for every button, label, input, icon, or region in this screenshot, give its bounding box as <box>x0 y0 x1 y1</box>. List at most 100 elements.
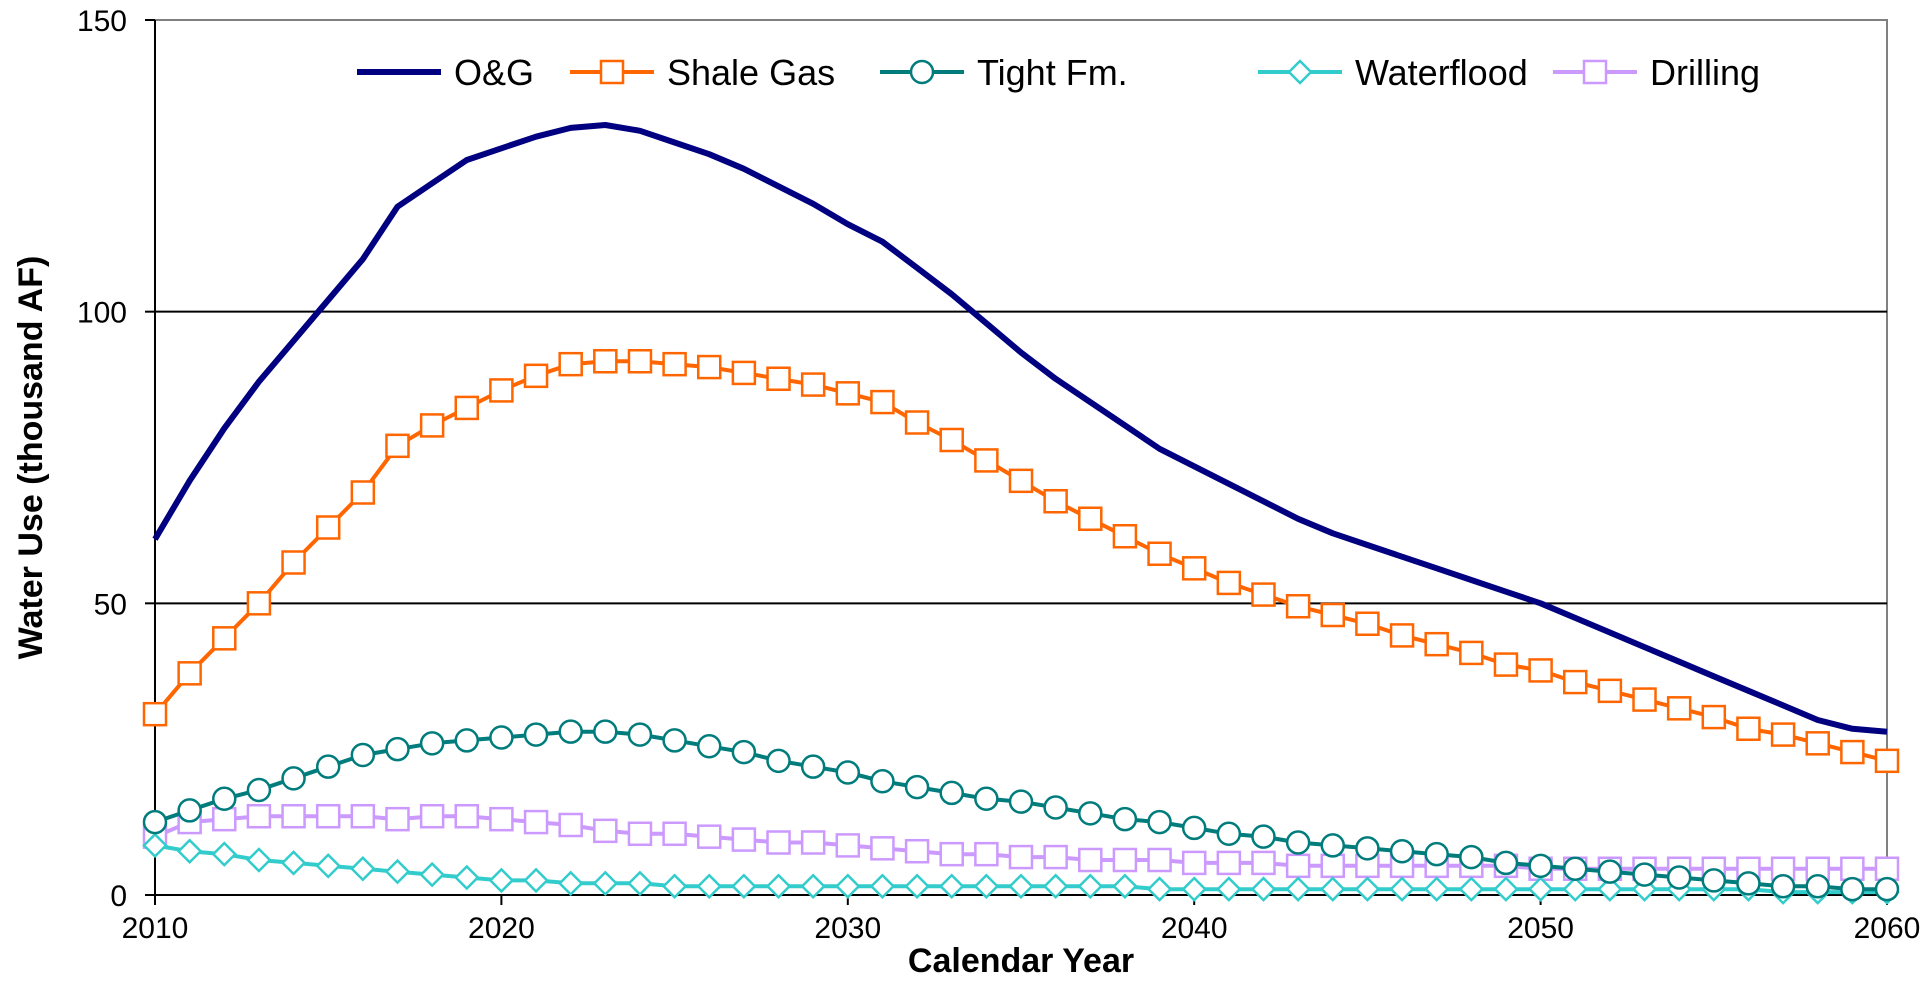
data-point-drilling-2042 <box>1252 852 1274 874</box>
data-point-waterflood-2021 <box>525 869 547 891</box>
data-point-shale-gas-2044 <box>1322 604 1344 626</box>
data-point-shale-gas-2030 <box>837 382 859 404</box>
data-point-tight-fm-2023 <box>594 721 616 743</box>
x-tick-label-2010: 2010 <box>122 912 189 945</box>
data-point-shale-gas-2039 <box>1149 543 1171 565</box>
data-point-shale-gas-2058 <box>1807 732 1829 754</box>
data-point-drilling-2040 <box>1183 852 1205 874</box>
data-point-shale-gas-2032 <box>906 412 928 434</box>
data-point-waterflood-2027 <box>733 875 755 897</box>
data-point-shale-gas-2043 <box>1287 595 1309 617</box>
data-point-shale-gas-2017 <box>386 435 408 457</box>
data-point-waterflood-2029 <box>802 875 824 897</box>
data-point-waterflood-2015 <box>317 855 339 877</box>
y-tick-label-150: 150 <box>77 5 127 38</box>
data-point-waterflood-2043 <box>1287 878 1309 900</box>
data-point-drilling-2015 <box>317 805 339 827</box>
data-point-drilling-2023 <box>594 820 616 842</box>
data-point-shale-gas-2035 <box>1010 470 1032 492</box>
legend-label-drilling: Drilling <box>1650 52 1760 93</box>
data-point-shale-gas-2010 <box>144 703 166 725</box>
data-point-shale-gas-2026 <box>698 356 720 378</box>
data-point-shale-gas-2034 <box>975 449 997 471</box>
data-point-tight-fm-2050 <box>1530 855 1552 877</box>
data-point-shale-gas-2022 <box>560 353 582 375</box>
data-point-shale-gas-2015 <box>317 517 339 539</box>
data-point-shale-gas-2024 <box>629 350 651 372</box>
data-point-tight-fm-2013 <box>248 779 270 801</box>
data-point-drilling-2032 <box>906 840 928 862</box>
data-point-waterflood-2037 <box>1079 875 1101 897</box>
x-tick-label-2050: 2050 <box>1507 912 1574 945</box>
data-point-tight-fm-2033 <box>941 782 963 804</box>
data-point-waterflood-2048 <box>1460 878 1482 900</box>
data-point-shale-gas-2021 <box>525 365 547 387</box>
series-o-g <box>155 125 1887 732</box>
data-point-tight-fm-2029 <box>802 756 824 778</box>
data-point-shale-gas-2014 <box>283 552 305 574</box>
data-point-drilling-2035 <box>1010 846 1032 868</box>
data-point-tight-fm-2028 <box>768 750 790 772</box>
data-point-shale-gas-2049 <box>1495 654 1517 676</box>
data-point-shale-gas-2027 <box>733 362 755 384</box>
data-point-shale-gas-2040 <box>1183 557 1205 579</box>
data-point-tight-fm-2015 <box>317 756 339 778</box>
data-point-waterflood-2034 <box>975 875 997 897</box>
data-point-tight-fm-2010 <box>144 811 166 833</box>
data-point-drilling-2028 <box>768 832 790 854</box>
data-point-tight-fm-2044 <box>1322 834 1344 856</box>
data-point-tight-fm-2053 <box>1634 864 1656 886</box>
data-point-shale-gas-2038 <box>1114 525 1136 547</box>
data-point-tight-fm-2054 <box>1668 867 1690 889</box>
data-point-drilling-2019 <box>456 805 478 827</box>
data-point-tight-fm-2011 <box>179 799 201 821</box>
data-point-tight-fm-2017 <box>386 738 408 760</box>
data-point-waterflood-2035 <box>1010 875 1032 897</box>
data-point-tight-fm-2032 <box>906 776 928 798</box>
data-point-waterflood-2030 <box>837 875 859 897</box>
data-point-waterflood-2017 <box>386 861 408 883</box>
data-point-shale-gas-2023 <box>594 350 616 372</box>
data-point-drilling-2022 <box>560 814 582 836</box>
data-point-shale-gas-2054 <box>1668 697 1690 719</box>
data-point-drilling-2038 <box>1114 849 1136 871</box>
data-point-waterflood-2040 <box>1183 878 1205 900</box>
data-point-shale-gas-2041 <box>1218 572 1240 594</box>
data-point-shale-gas-2050 <box>1530 659 1552 681</box>
data-point-tight-fm-2039 <box>1149 811 1171 833</box>
data-point-shale-gas-2055 <box>1703 706 1725 728</box>
legend-marker-drilling <box>1584 61 1606 83</box>
data-point-drilling-2059 <box>1841 858 1863 880</box>
data-point-drilling-2026 <box>698 826 720 848</box>
data-point-tight-fm-2057 <box>1772 875 1794 897</box>
y-axis-title: Water Use (thousand AF) <box>12 256 50 660</box>
data-point-shale-gas-2019 <box>456 397 478 419</box>
data-point-waterflood-2023 <box>594 872 616 894</box>
data-point-tight-fm-2020 <box>490 727 512 749</box>
plot-area-border <box>155 20 1887 895</box>
data-point-tight-fm-2038 <box>1114 808 1136 830</box>
x-tick-label-2060: 2060 <box>1854 912 1920 945</box>
data-point-tight-fm-2047 <box>1426 843 1448 865</box>
data-point-shale-gas-2013 <box>248 592 270 614</box>
data-point-waterflood-2020 <box>490 869 512 891</box>
data-point-shale-gas-2012 <box>213 627 235 649</box>
data-point-drilling-2030 <box>837 834 859 856</box>
data-point-waterflood-2041 <box>1218 878 1240 900</box>
data-point-shale-gas-2048 <box>1460 642 1482 664</box>
data-point-tight-fm-2016 <box>352 744 374 766</box>
data-point-shale-gas-2037 <box>1079 508 1101 530</box>
data-point-tight-fm-2019 <box>456 729 478 751</box>
data-point-shale-gas-2033 <box>941 429 963 451</box>
x-axis-title: Calendar Year <box>908 942 1134 980</box>
data-point-drilling-2060 <box>1876 858 1898 880</box>
data-point-tight-fm-2018 <box>421 732 443 754</box>
data-point-waterflood-2016 <box>352 858 374 880</box>
legend-label-tight-fm: Tight Fm. <box>977 52 1128 93</box>
data-point-tight-fm-2055 <box>1703 869 1725 891</box>
data-point-drilling-2016 <box>352 805 374 827</box>
data-point-waterflood-2047 <box>1426 878 1448 900</box>
data-point-drilling-2041 <box>1218 852 1240 874</box>
data-point-tight-fm-2026 <box>698 735 720 757</box>
